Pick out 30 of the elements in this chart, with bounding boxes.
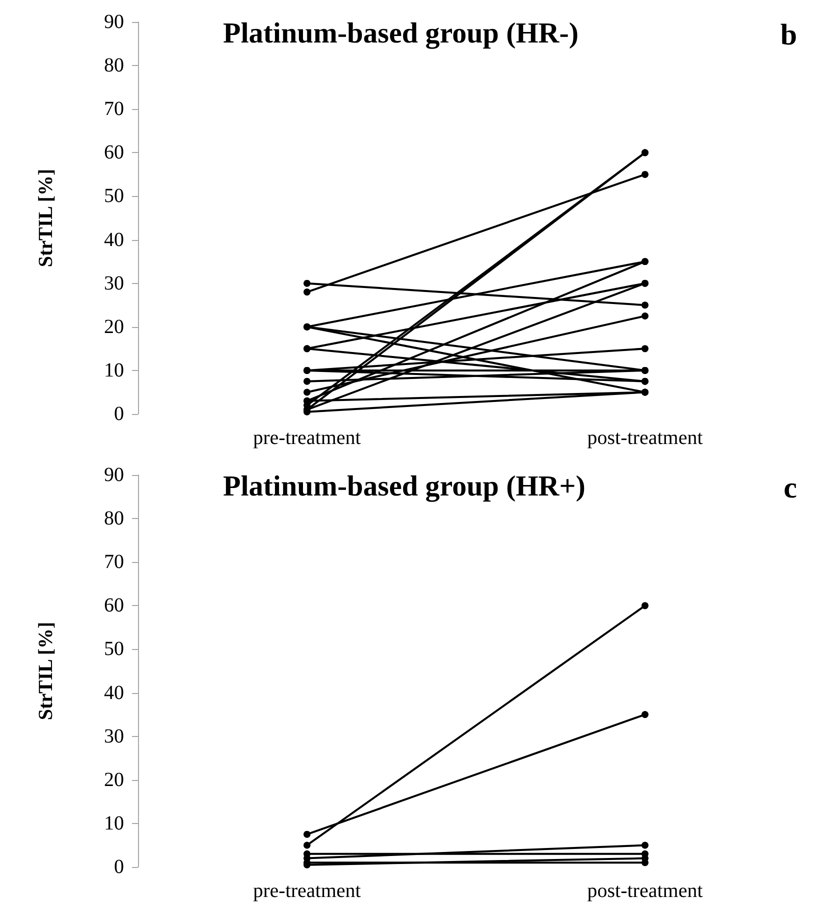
- y-axis-title: StrTIL [%]: [35, 168, 57, 268]
- y-tick-label: 20: [104, 316, 124, 338]
- chart-title: Platinum-based group (HR+): [223, 470, 586, 502]
- y-tick-label: 50: [104, 185, 124, 208]
- annotation: b: [780, 18, 798, 52]
- y-tick-label: 20: [104, 768, 124, 791]
- y-tick-label: 80: [104, 508, 124, 530]
- x-tick-label: pre-treatment: [253, 880, 362, 902]
- y-tick-label: 10: [104, 812, 124, 834]
- y-tick-label: 30: [104, 725, 124, 748]
- y-tick-label: 90: [104, 11, 124, 33]
- y-tick-label: 70: [104, 98, 124, 120]
- y-tick-label: 80: [104, 54, 124, 77]
- y-tick-label: 30: [104, 272, 124, 294]
- x-tick-label: post-treatment: [587, 880, 704, 902]
- y-tick-label: 60: [104, 142, 124, 164]
- y-tick-label: 90: [104, 464, 124, 486]
- y-tick-label: 0: [114, 403, 124, 425]
- y-axis-title: StrTIL [%]: [35, 622, 57, 720]
- chart-title: Platinum-based group (HR-): [223, 18, 579, 50]
- y-tick-label: 10: [104, 359, 124, 382]
- y-tick-label: 40: [104, 682, 124, 704]
- y-tick-label: 0: [114, 856, 124, 878]
- y-tick-label: 50: [104, 638, 124, 660]
- annotation: c: [784, 472, 798, 504]
- y-tick-label: 70: [104, 551, 124, 574]
- y-tick-label: 60: [104, 594, 124, 617]
- x-tick-label: post-treatment: [587, 427, 704, 449]
- x-tick-label: pre-treatment: [253, 427, 362, 449]
- y-tick-label: 40: [104, 228, 124, 251]
